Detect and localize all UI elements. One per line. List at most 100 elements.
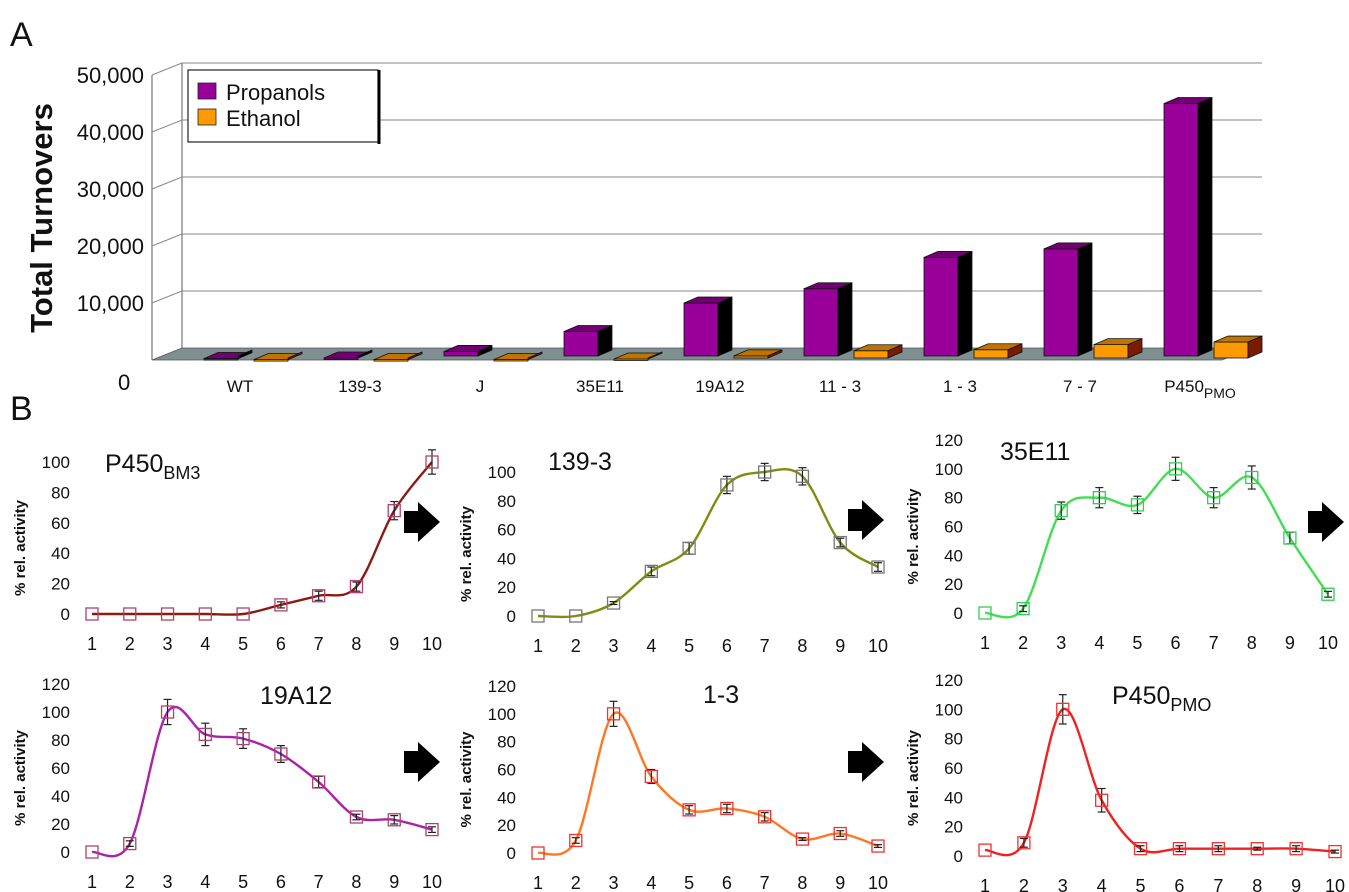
data-point-marker — [1056, 702, 1070, 716]
y-tick-label: 0 — [61, 843, 70, 862]
y-tick-label: 100 — [488, 705, 516, 724]
x-tick-label: 2 — [125, 634, 135, 654]
line-chart-2: 0 20 40 60 80 100 1 2 3 4 5 6 7 8 9 10 % rel. activity 13… — [458, 448, 888, 656]
data-point-marker — [425, 455, 439, 469]
x-tick-label: 6 — [1171, 633, 1181, 653]
legend-label: Ethanol — [226, 106, 301, 131]
bar-propanols-4-side — [717, 296, 733, 357]
x-tick-label: 8 — [797, 873, 807, 892]
y-tick-label: 20 — [497, 578, 516, 597]
x-category-label: 19A12 — [695, 377, 744, 396]
line-chart-3: 0 20 40 60 80 100 120 1 2 3 4 5 6 7 8 9 10 % rel. activit… — [905, 431, 1344, 653]
y-tick-label: 80 — [51, 731, 70, 750]
panel-label-a: A — [10, 16, 33, 54]
bar-ethanol-0 — [253, 351, 303, 362]
y-tick-label: 60 — [51, 514, 70, 533]
y-axis-label: % rel. activity — [905, 488, 922, 585]
x-tick-label: 5 — [238, 634, 248, 654]
bar-ethanol-1-side — [407, 351, 423, 361]
x-tick-label: 3 — [163, 634, 173, 654]
x-tick-label: 8 — [1252, 876, 1262, 892]
bar-propanols-4 — [683, 296, 733, 357]
y-tick-label: 60 — [944, 518, 963, 537]
data-point-marker — [871, 560, 885, 574]
y-tick-label: 30,000 — [77, 177, 144, 202]
x-tick-label: 1 — [533, 873, 543, 892]
bar-ethanol-5-front — [853, 350, 889, 359]
y-tick-label: 0 — [61, 605, 70, 624]
y-tick-label: 100 — [488, 463, 516, 482]
line-chart-5: 0 20 40 60 80 100 120 1 2 3 4 5 6 7 8 9 10 % rel. activit… — [458, 677, 888, 892]
y-tick-label: 20,000 — [77, 234, 144, 259]
gridline — [151, 62, 1262, 76]
right-arrow-icon — [848, 500, 884, 540]
data-point-marker — [1289, 842, 1303, 856]
bar-propanols-5-side — [837, 282, 853, 357]
x-tick-label: 10 — [1318, 633, 1338, 653]
bar-propanols-5 — [803, 282, 853, 357]
series-line — [537, 468, 879, 619]
data-point-marker — [1095, 793, 1109, 807]
data-point-marker — [644, 564, 658, 579]
x-tick-label: 9 — [1285, 633, 1295, 653]
x-tick-label: 5 — [1132, 633, 1142, 653]
data-point-marker — [274, 747, 288, 761]
x-tick-label: 9 — [835, 636, 845, 656]
x-tick-label: 3 — [163, 872, 173, 892]
data-point-marker — [682, 803, 696, 817]
data-point-marker — [1054, 503, 1068, 518]
y-tick-label: 80 — [944, 730, 963, 749]
data-point-marker — [682, 541, 696, 555]
y-tick-label: 60 — [51, 759, 70, 778]
bar-ethanol-6 — [973, 343, 1023, 359]
x-tick-label: 4 — [200, 872, 210, 892]
legend-swatch — [197, 82, 217, 100]
x-tick-label: 8 — [351, 872, 361, 892]
x-category-label: WT — [227, 377, 253, 396]
data-point-marker — [1328, 844, 1342, 859]
data-point-marker — [85, 607, 99, 621]
data-point-marker — [978, 606, 992, 620]
data-point-marker — [795, 469, 810, 483]
y-tick-label: 50,000 — [77, 63, 144, 88]
x-tick-label: 9 — [1291, 876, 1301, 892]
bar-propanols-4-front — [683, 302, 719, 357]
y-tick-label: 40,000 — [77, 120, 144, 145]
y-tick-label: 60 — [497, 521, 516, 540]
y-axis-title: Total Turnovers — [24, 103, 59, 333]
y-tick-label: 120 — [42, 675, 70, 694]
gridline — [151, 119, 1262, 133]
y-tick-label: 60 — [944, 759, 963, 778]
bar-propanols-2-side — [477, 344, 493, 357]
data-point-marker — [123, 836, 137, 851]
x-tick-label: 9 — [389, 634, 399, 654]
x-tick-label: 5 — [684, 873, 694, 892]
line-chart-4: 0 20 40 60 80 100 120 1 2 3 4 5 6 7 8 9 10 % rel. activit… — [12, 675, 442, 892]
x-tick-label: 7 — [314, 634, 324, 654]
y-tick-label: 80 — [497, 733, 516, 752]
y-tick-label: 0 — [954, 604, 963, 623]
y-tick-label: 120 — [488, 677, 516, 696]
bar-ethanol-6-side — [1007, 343, 1023, 359]
data-point-marker — [569, 833, 583, 848]
bar-propanols-6-front — [923, 256, 959, 357]
x-category-label: J — [476, 377, 485, 396]
y-tick-label: 0 — [507, 607, 516, 626]
data-point-marker — [606, 596, 621, 610]
y-tick-label: 80 — [497, 492, 516, 511]
data-point-marker — [1092, 491, 1106, 505]
bar-propanols-3 — [563, 324, 613, 357]
y-tick-label: 100 — [935, 700, 963, 719]
bar-ethanol-7-side — [1127, 338, 1143, 359]
x-category-label: 11 - 3 — [819, 377, 861, 396]
x-tick-label: 10 — [868, 873, 888, 892]
x-category-label: 35E11 — [576, 377, 624, 396]
chart-title: P450PMO — [1112, 682, 1211, 715]
data-point-marker — [1130, 498, 1145, 512]
right-arrow-icon — [404, 502, 440, 542]
x-tick-label: 9 — [835, 873, 845, 892]
x-category-label: P450PMO — [1164, 377, 1236, 401]
x-tick-label: 7 — [314, 872, 324, 892]
data-point-marker — [349, 579, 364, 594]
